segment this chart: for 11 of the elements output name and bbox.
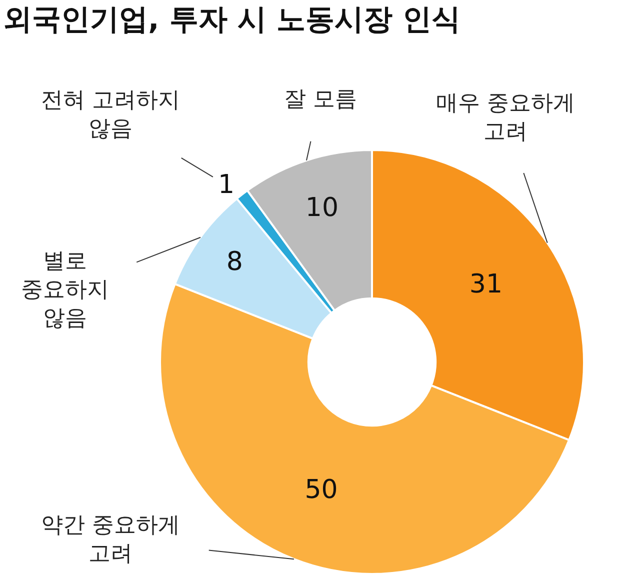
slice-label: 별로 중요하지 않음 <box>21 249 109 332</box>
data-label: 31 <box>469 270 503 300</box>
slice-label: 잘 모름 <box>284 87 357 112</box>
chart-title: 외국인기업, 투자 시 노동시장 인식 <box>3 2 461 36</box>
slice-label: 매우 중요하게 고려 <box>436 91 575 145</box>
data-label: 8 <box>226 247 243 278</box>
data-label: 50 <box>304 475 338 506</box>
data-label: 1 <box>218 170 235 200</box>
slice-label: 약간 중요하게 고려 <box>41 513 180 567</box>
data-label: 10 <box>305 192 338 223</box>
slice-label: 전혀 고려하지 않음 <box>41 88 180 142</box>
